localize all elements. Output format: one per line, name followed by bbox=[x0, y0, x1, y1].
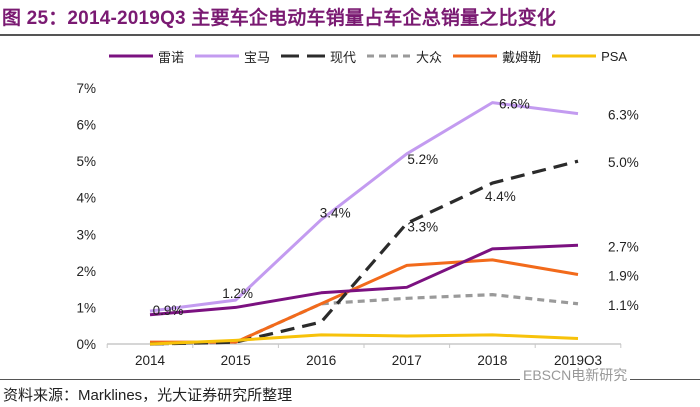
x-tick-label: 2014 bbox=[135, 353, 166, 368]
legend-item: 现代 bbox=[280, 47, 356, 66]
legend-label: 大众 bbox=[416, 49, 443, 65]
watermark: EBSCN电新研究 bbox=[520, 365, 631, 385]
series-line-PSA bbox=[149, 333, 579, 346]
x-tick-label: 2018 bbox=[477, 353, 507, 368]
y-tick-label: 5% bbox=[76, 154, 96, 169]
legend-swatch bbox=[453, 54, 498, 58]
x-tick-label: 2019Q3 bbox=[554, 353, 602, 368]
legend-swatch bbox=[109, 54, 153, 58]
legend-item: 戴姆勒 bbox=[452, 47, 541, 66]
x-tick-label: 2017 bbox=[392, 353, 422, 368]
legend-item: 大众 bbox=[366, 47, 442, 66]
chart-legend: 雷诺 宝马 现代 大众 戴姆勒 PSA bbox=[108, 46, 637, 66]
data-label: 2.7% bbox=[608, 239, 639, 254]
legend-swatch bbox=[552, 54, 597, 58]
data-label: 3.3% bbox=[407, 219, 438, 234]
y-tick-label: 0% bbox=[76, 337, 96, 352]
data-label: 1.9% bbox=[608, 269, 639, 284]
y-tick-label: 1% bbox=[76, 300, 96, 315]
legend-swatch bbox=[281, 54, 326, 58]
data-label: 6.6% bbox=[499, 97, 530, 112]
legend-label: 雷诺 bbox=[158, 49, 185, 65]
legend-item: PSA bbox=[551, 49, 627, 64]
footer-divider bbox=[0, 379, 700, 380]
legend-item: 宝马 bbox=[194, 47, 270, 66]
legend-label: PSA bbox=[601, 48, 628, 64]
data-label: 1.1% bbox=[608, 298, 639, 313]
x-tick-label: 2016 bbox=[306, 353, 336, 368]
y-tick-label: 3% bbox=[76, 227, 96, 242]
legend-item: 雷诺 bbox=[108, 47, 184, 66]
legend-label: 戴姆勒 bbox=[502, 49, 542, 65]
legend-swatch bbox=[195, 54, 240, 58]
series-line-宝马 bbox=[149, 101, 579, 313]
figure-title: 图 25：2014-2019Q3 主要车企电动车销量占车企总销量之比变化 bbox=[2, 8, 557, 29]
data-label: 1.2% bbox=[222, 286, 253, 301]
source-note: 资料来源：Marklines，光大证券研究所整理 bbox=[3, 387, 293, 404]
legend-label: 现代 bbox=[330, 49, 357, 65]
series-line-现代 bbox=[149, 159, 579, 346]
series-line-雷诺 bbox=[149, 243, 579, 317]
y-tick-label: 7% bbox=[76, 81, 96, 96]
legend-swatch bbox=[367, 54, 412, 58]
y-tick-label: 6% bbox=[76, 118, 96, 133]
data-label: 5.0% bbox=[608, 155, 639, 170]
legend-label: 宝马 bbox=[244, 49, 271, 65]
data-label: 0.9% bbox=[153, 303, 184, 318]
x-tick-label: 2015 bbox=[221, 353, 251, 368]
data-label: 4.4% bbox=[485, 189, 516, 204]
title-divider bbox=[0, 34, 700, 36]
line-chart: 0% 1% 2% 3% 4% 5% 6% 7% 2014 2015 2016 2017 2018 2019… bbox=[76, 81, 639, 368]
y-tick-label: 4% bbox=[76, 191, 96, 206]
data-label: 6.3% bbox=[608, 108, 639, 123]
data-label: 5.2% bbox=[407, 152, 438, 167]
data-label: 3.4% bbox=[320, 206, 351, 221]
series-line-大众 bbox=[149, 293, 579, 346]
y-tick-label: 2% bbox=[76, 264, 96, 279]
